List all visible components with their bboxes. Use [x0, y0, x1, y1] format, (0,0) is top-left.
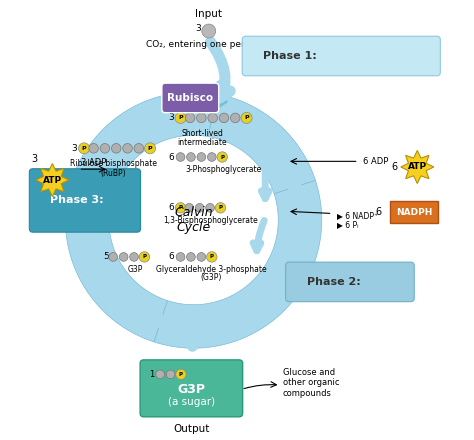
- Text: 6: 6: [392, 162, 398, 172]
- Circle shape: [241, 112, 252, 123]
- Text: (a sugar): (a sugar): [168, 397, 215, 407]
- Circle shape: [230, 113, 240, 123]
- Circle shape: [79, 143, 90, 154]
- Text: 1,3-Bisphosphoglycerate: 1,3-Bisphosphoglycerate: [164, 216, 258, 225]
- Text: ▶ 6 NADP⁺: ▶ 6 NADP⁺: [337, 211, 378, 220]
- FancyBboxPatch shape: [242, 36, 440, 76]
- FancyBboxPatch shape: [140, 360, 243, 417]
- Text: Ribulose bisphosphate: Ribulose bisphosphate: [70, 159, 157, 168]
- Text: P: P: [219, 205, 222, 210]
- Text: Calvin
Cycle: Calvin Cycle: [174, 206, 213, 234]
- Circle shape: [130, 253, 138, 261]
- Polygon shape: [284, 178, 301, 200]
- Circle shape: [197, 253, 206, 261]
- Polygon shape: [65, 92, 216, 342]
- Text: P: P: [244, 115, 249, 121]
- Text: 1: 1: [149, 370, 154, 379]
- Text: 3: 3: [168, 114, 174, 122]
- Circle shape: [119, 253, 128, 261]
- Circle shape: [185, 203, 193, 212]
- Text: 3: 3: [195, 24, 201, 33]
- Circle shape: [197, 113, 206, 123]
- Text: ATP: ATP: [43, 176, 62, 184]
- Text: Output: Output: [173, 424, 210, 433]
- Circle shape: [185, 113, 195, 123]
- Circle shape: [176, 253, 185, 261]
- Circle shape: [176, 369, 186, 380]
- Circle shape: [197, 153, 206, 161]
- Text: P: P: [179, 372, 183, 377]
- Circle shape: [89, 143, 99, 153]
- Circle shape: [111, 143, 121, 153]
- Circle shape: [134, 143, 144, 153]
- Text: Phase 3:: Phase 3:: [50, 195, 104, 205]
- Text: 6: 6: [375, 207, 381, 217]
- Text: P: P: [210, 254, 214, 260]
- Text: Phase 1:: Phase 1:: [263, 51, 317, 61]
- Circle shape: [219, 113, 229, 123]
- Circle shape: [208, 113, 218, 123]
- Circle shape: [139, 252, 150, 262]
- Text: 5: 5: [103, 253, 109, 261]
- Circle shape: [123, 143, 132, 153]
- Text: P: P: [178, 115, 183, 121]
- FancyBboxPatch shape: [29, 169, 141, 232]
- Text: Short-lived: Short-lived: [182, 129, 223, 138]
- Text: NADPH: NADPH: [396, 208, 432, 217]
- Polygon shape: [154, 180, 322, 348]
- Circle shape: [195, 203, 204, 212]
- Circle shape: [206, 203, 214, 212]
- Circle shape: [175, 112, 186, 123]
- Polygon shape: [208, 94, 315, 194]
- Text: G3P: G3P: [177, 383, 205, 396]
- Circle shape: [145, 143, 155, 154]
- Circle shape: [202, 24, 216, 38]
- Text: G3P: G3P: [127, 265, 143, 274]
- Polygon shape: [147, 315, 170, 332]
- Text: Input: Input: [195, 9, 222, 18]
- Text: 3: 3: [31, 154, 37, 164]
- Polygon shape: [36, 164, 69, 197]
- Text: Glyceraldehyde 3-phosphate: Glyceraldehyde 3-phosphate: [155, 265, 266, 274]
- Circle shape: [109, 253, 118, 261]
- Text: P: P: [179, 205, 182, 210]
- Text: (G3P): (G3P): [200, 273, 222, 282]
- Circle shape: [175, 203, 186, 213]
- Text: CO₂, entering one per cycle: CO₂, entering one per cycle: [146, 40, 272, 48]
- Text: P: P: [143, 254, 146, 260]
- Text: 3 ADP: 3 ADP: [81, 158, 106, 167]
- Text: 6: 6: [168, 153, 174, 161]
- Circle shape: [208, 153, 216, 161]
- Text: P: P: [220, 154, 224, 160]
- Circle shape: [215, 203, 226, 213]
- FancyBboxPatch shape: [390, 202, 438, 224]
- Text: 6: 6: [168, 203, 174, 213]
- Circle shape: [187, 253, 195, 261]
- Circle shape: [187, 153, 195, 161]
- Text: 3-Phosphoglycerate: 3-Phosphoglycerate: [186, 165, 262, 174]
- Text: 3: 3: [71, 144, 77, 153]
- Text: P: P: [148, 146, 153, 151]
- FancyBboxPatch shape: [162, 83, 219, 113]
- Polygon shape: [204, 105, 226, 123]
- Circle shape: [100, 143, 109, 153]
- Text: ATP: ATP: [408, 162, 427, 172]
- Text: Glucose and
other organic
compounds: Glucose and other organic compounds: [283, 368, 339, 398]
- FancyBboxPatch shape: [286, 262, 414, 302]
- Text: intermediate: intermediate: [177, 138, 227, 147]
- Text: P: P: [82, 146, 86, 151]
- Text: (RuBP): (RuBP): [100, 169, 126, 178]
- Text: Phase 2:: Phase 2:: [307, 277, 360, 287]
- Circle shape: [207, 252, 217, 262]
- Circle shape: [176, 153, 185, 161]
- Text: Rubisco: Rubisco: [167, 93, 213, 103]
- Text: ▶ 6 Pᵢ: ▶ 6 Pᵢ: [337, 220, 358, 229]
- Circle shape: [166, 370, 175, 379]
- Circle shape: [217, 152, 228, 162]
- Circle shape: [156, 370, 164, 379]
- Text: 6 ADP: 6 ADP: [363, 157, 388, 166]
- Polygon shape: [401, 150, 434, 183]
- Text: 6: 6: [168, 253, 174, 261]
